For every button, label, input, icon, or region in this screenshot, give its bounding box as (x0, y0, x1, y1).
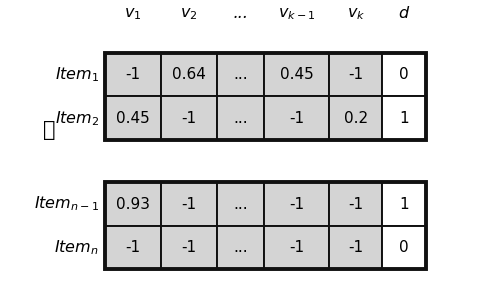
Text: 0.93: 0.93 (116, 196, 150, 212)
Text: -1: -1 (125, 67, 141, 82)
Bar (161, 226, 217, 269)
Text: -1: -1 (289, 196, 304, 212)
Bar (161, 53, 217, 96)
Text: $v_1$: $v_1$ (124, 5, 142, 22)
Text: -1: -1 (182, 111, 197, 126)
Text: -1: -1 (348, 196, 363, 212)
Text: ...: ... (233, 111, 247, 126)
Text: 0: 0 (399, 240, 409, 255)
Text: $Item_2$: $Item_2$ (55, 109, 99, 128)
Bar (105, 53, 426, 140)
Bar (264, 53, 329, 96)
Text: -1: -1 (289, 240, 304, 255)
Bar (161, 96, 217, 140)
Bar (217, 53, 264, 96)
Text: ...: ... (233, 5, 248, 22)
Text: ⋮: ⋮ (42, 121, 55, 140)
Text: -1: -1 (182, 240, 197, 255)
Text: ...: ... (233, 67, 247, 82)
Text: 1: 1 (399, 196, 409, 212)
Bar (382, 53, 426, 96)
Bar (329, 226, 382, 269)
Text: ...: ... (233, 240, 247, 255)
Bar (105, 96, 161, 140)
Text: $d$: $d$ (398, 5, 410, 22)
Bar (329, 96, 382, 140)
Text: 0: 0 (399, 67, 409, 82)
Text: 1: 1 (399, 111, 409, 126)
Text: -1: -1 (125, 240, 141, 255)
Text: $v_{k-1}$: $v_{k-1}$ (278, 5, 315, 22)
Text: 0.45: 0.45 (280, 67, 313, 82)
Text: $Item_1$: $Item_1$ (55, 65, 99, 84)
Bar (105, 53, 161, 96)
Text: 0.45: 0.45 (116, 111, 150, 126)
Bar (329, 53, 382, 96)
Bar (105, 182, 161, 226)
Bar (329, 182, 382, 226)
Text: ...: ... (233, 196, 247, 212)
Bar (382, 182, 426, 226)
Text: 0.64: 0.64 (172, 67, 206, 82)
Bar (217, 96, 264, 140)
Text: -1: -1 (348, 67, 363, 82)
Text: $v_2$: $v_2$ (181, 5, 198, 22)
Bar (382, 96, 426, 140)
Text: -1: -1 (348, 240, 363, 255)
Text: 0.2: 0.2 (344, 111, 368, 126)
Text: $Item_{n-1}$: $Item_{n-1}$ (34, 195, 99, 213)
Bar (264, 226, 329, 269)
Bar (217, 226, 264, 269)
Bar (382, 226, 426, 269)
Bar (217, 182, 264, 226)
Text: -1: -1 (289, 111, 304, 126)
Bar (105, 226, 161, 269)
Bar (264, 182, 329, 226)
Text: $Item_n$: $Item_n$ (54, 238, 99, 257)
Bar (161, 182, 217, 226)
Bar (105, 182, 426, 269)
Bar (264, 96, 329, 140)
Text: $v_k$: $v_k$ (346, 5, 365, 22)
Text: -1: -1 (182, 196, 197, 212)
